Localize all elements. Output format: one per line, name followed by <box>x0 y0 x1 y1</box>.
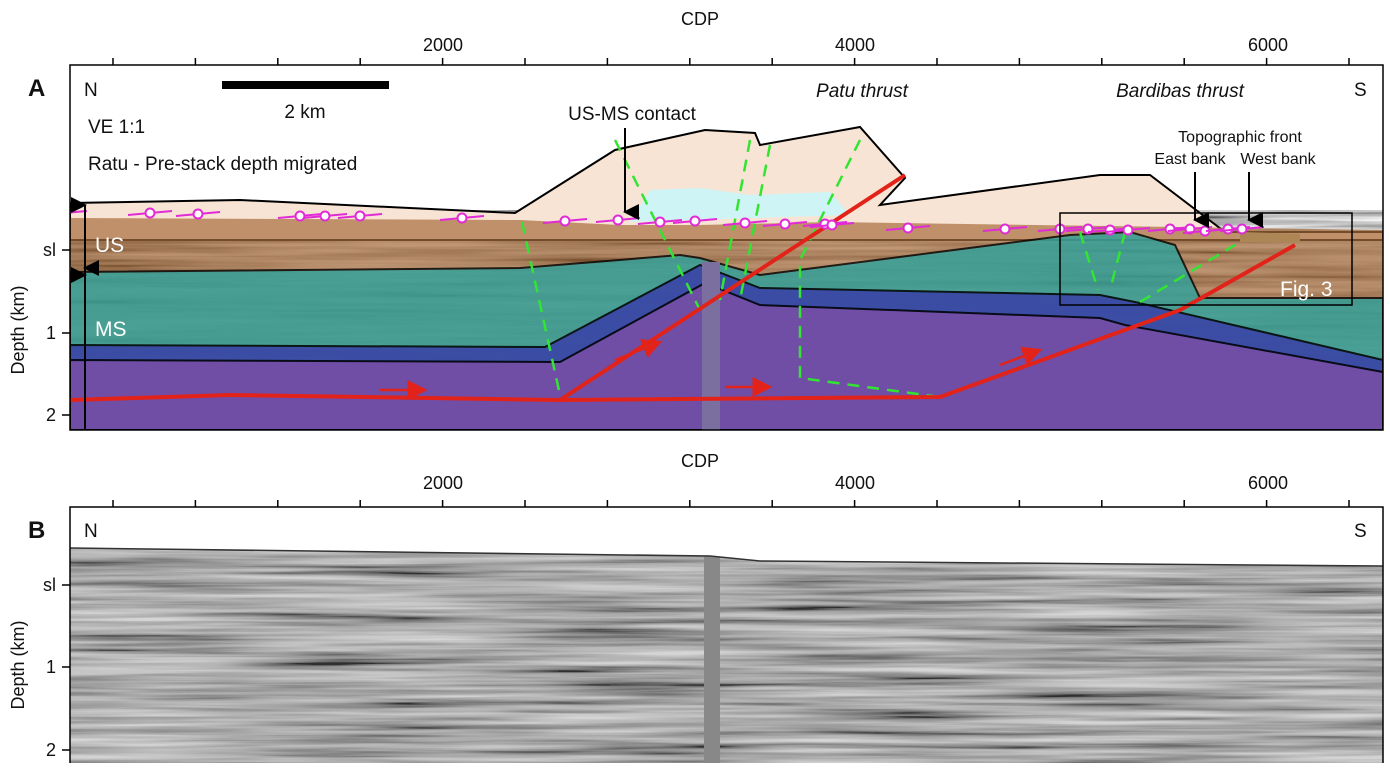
y-tick-label: sl <box>43 575 56 595</box>
dip-marker <box>656 218 665 227</box>
unit-label: US <box>95 234 124 257</box>
x-axis-title: CDP <box>681 9 719 29</box>
south-label: S <box>1354 521 1367 542</box>
bardibas-label: Bardibas thrust <box>1116 81 1245 102</box>
x-tick-label: 6000 <box>1248 473 1288 493</box>
dip-marker <box>904 224 913 233</box>
section-b <box>70 540 1383 763</box>
dip-marker <box>1001 225 1010 234</box>
dip-marker <box>781 220 790 229</box>
y-tick-label: 2 <box>46 405 56 425</box>
section-a <box>43 65 1383 432</box>
patu-label: Patu thrust <box>816 81 909 102</box>
figure: A N S 2 km VE 1:1 Ratu - Pre-stack depth… <box>0 0 1390 763</box>
unit-label: MS <box>95 318 127 341</box>
dip-marker <box>741 219 750 228</box>
north-label: N <box>84 521 98 542</box>
south-label: S <box>1354 80 1367 101</box>
gap-column <box>702 262 720 432</box>
dip-marker <box>321 212 330 221</box>
dip-marker <box>1124 226 1133 235</box>
x-tick-label: 4000 <box>835 473 875 493</box>
y-tick-label: 1 <box>46 323 56 343</box>
dip-marker <box>614 216 623 225</box>
panel-label: B <box>28 517 45 544</box>
dip-marker <box>356 212 365 221</box>
page-body: {"panel_a": {"label": "A", "x_axis": {"t… <box>0 0 1390 763</box>
dip-marker <box>1166 225 1175 234</box>
x-tick-label: 4000 <box>835 35 875 55</box>
y-tick-label: 2 <box>46 740 56 760</box>
dip-marker <box>296 212 305 221</box>
exaggeration: VE 1:1 <box>88 117 145 138</box>
dip-marker <box>61 209 70 218</box>
y-tick-label: 1 <box>46 657 56 677</box>
x-tick-label: 2000 <box>423 473 463 493</box>
x-axis-title: CDP <box>681 451 719 471</box>
gap-column <box>704 552 720 763</box>
method: Ratu - Pre-stack depth migrated <box>88 154 357 175</box>
dip-marker <box>458 214 467 223</box>
west-bank-label: West bank <box>1240 151 1316 168</box>
dip-marker <box>1238 225 1247 234</box>
x-tick-label: 6000 <box>1248 35 1288 55</box>
front-label: Topographic front <box>1178 129 1302 146</box>
dip-marker <box>194 210 203 219</box>
seismic-tone <box>70 540 1383 763</box>
page: body { margin: 0; width: 1390px; height:… <box>0 0 1390 763</box>
dip-marker <box>691 217 700 226</box>
dip-marker <box>561 217 570 226</box>
inset-label: Fig. 3 <box>1280 278 1333 301</box>
y-axis-title: Depth (km) <box>8 620 28 709</box>
scale-label: 2 km <box>284 102 325 123</box>
panel-label: A <box>28 75 45 102</box>
y-axis-title: Depth (km) <box>8 285 28 374</box>
y-tick-label: sl <box>43 240 56 260</box>
x-tick-label: 2000 <box>423 35 463 55</box>
dip-marker <box>1106 226 1115 235</box>
dip-marker <box>828 221 837 230</box>
contact-label: US-MS contact <box>568 104 696 125</box>
dip-marker <box>146 209 155 218</box>
east-bank-label: East bank <box>1154 151 1226 168</box>
north-label: N <box>84 80 98 101</box>
